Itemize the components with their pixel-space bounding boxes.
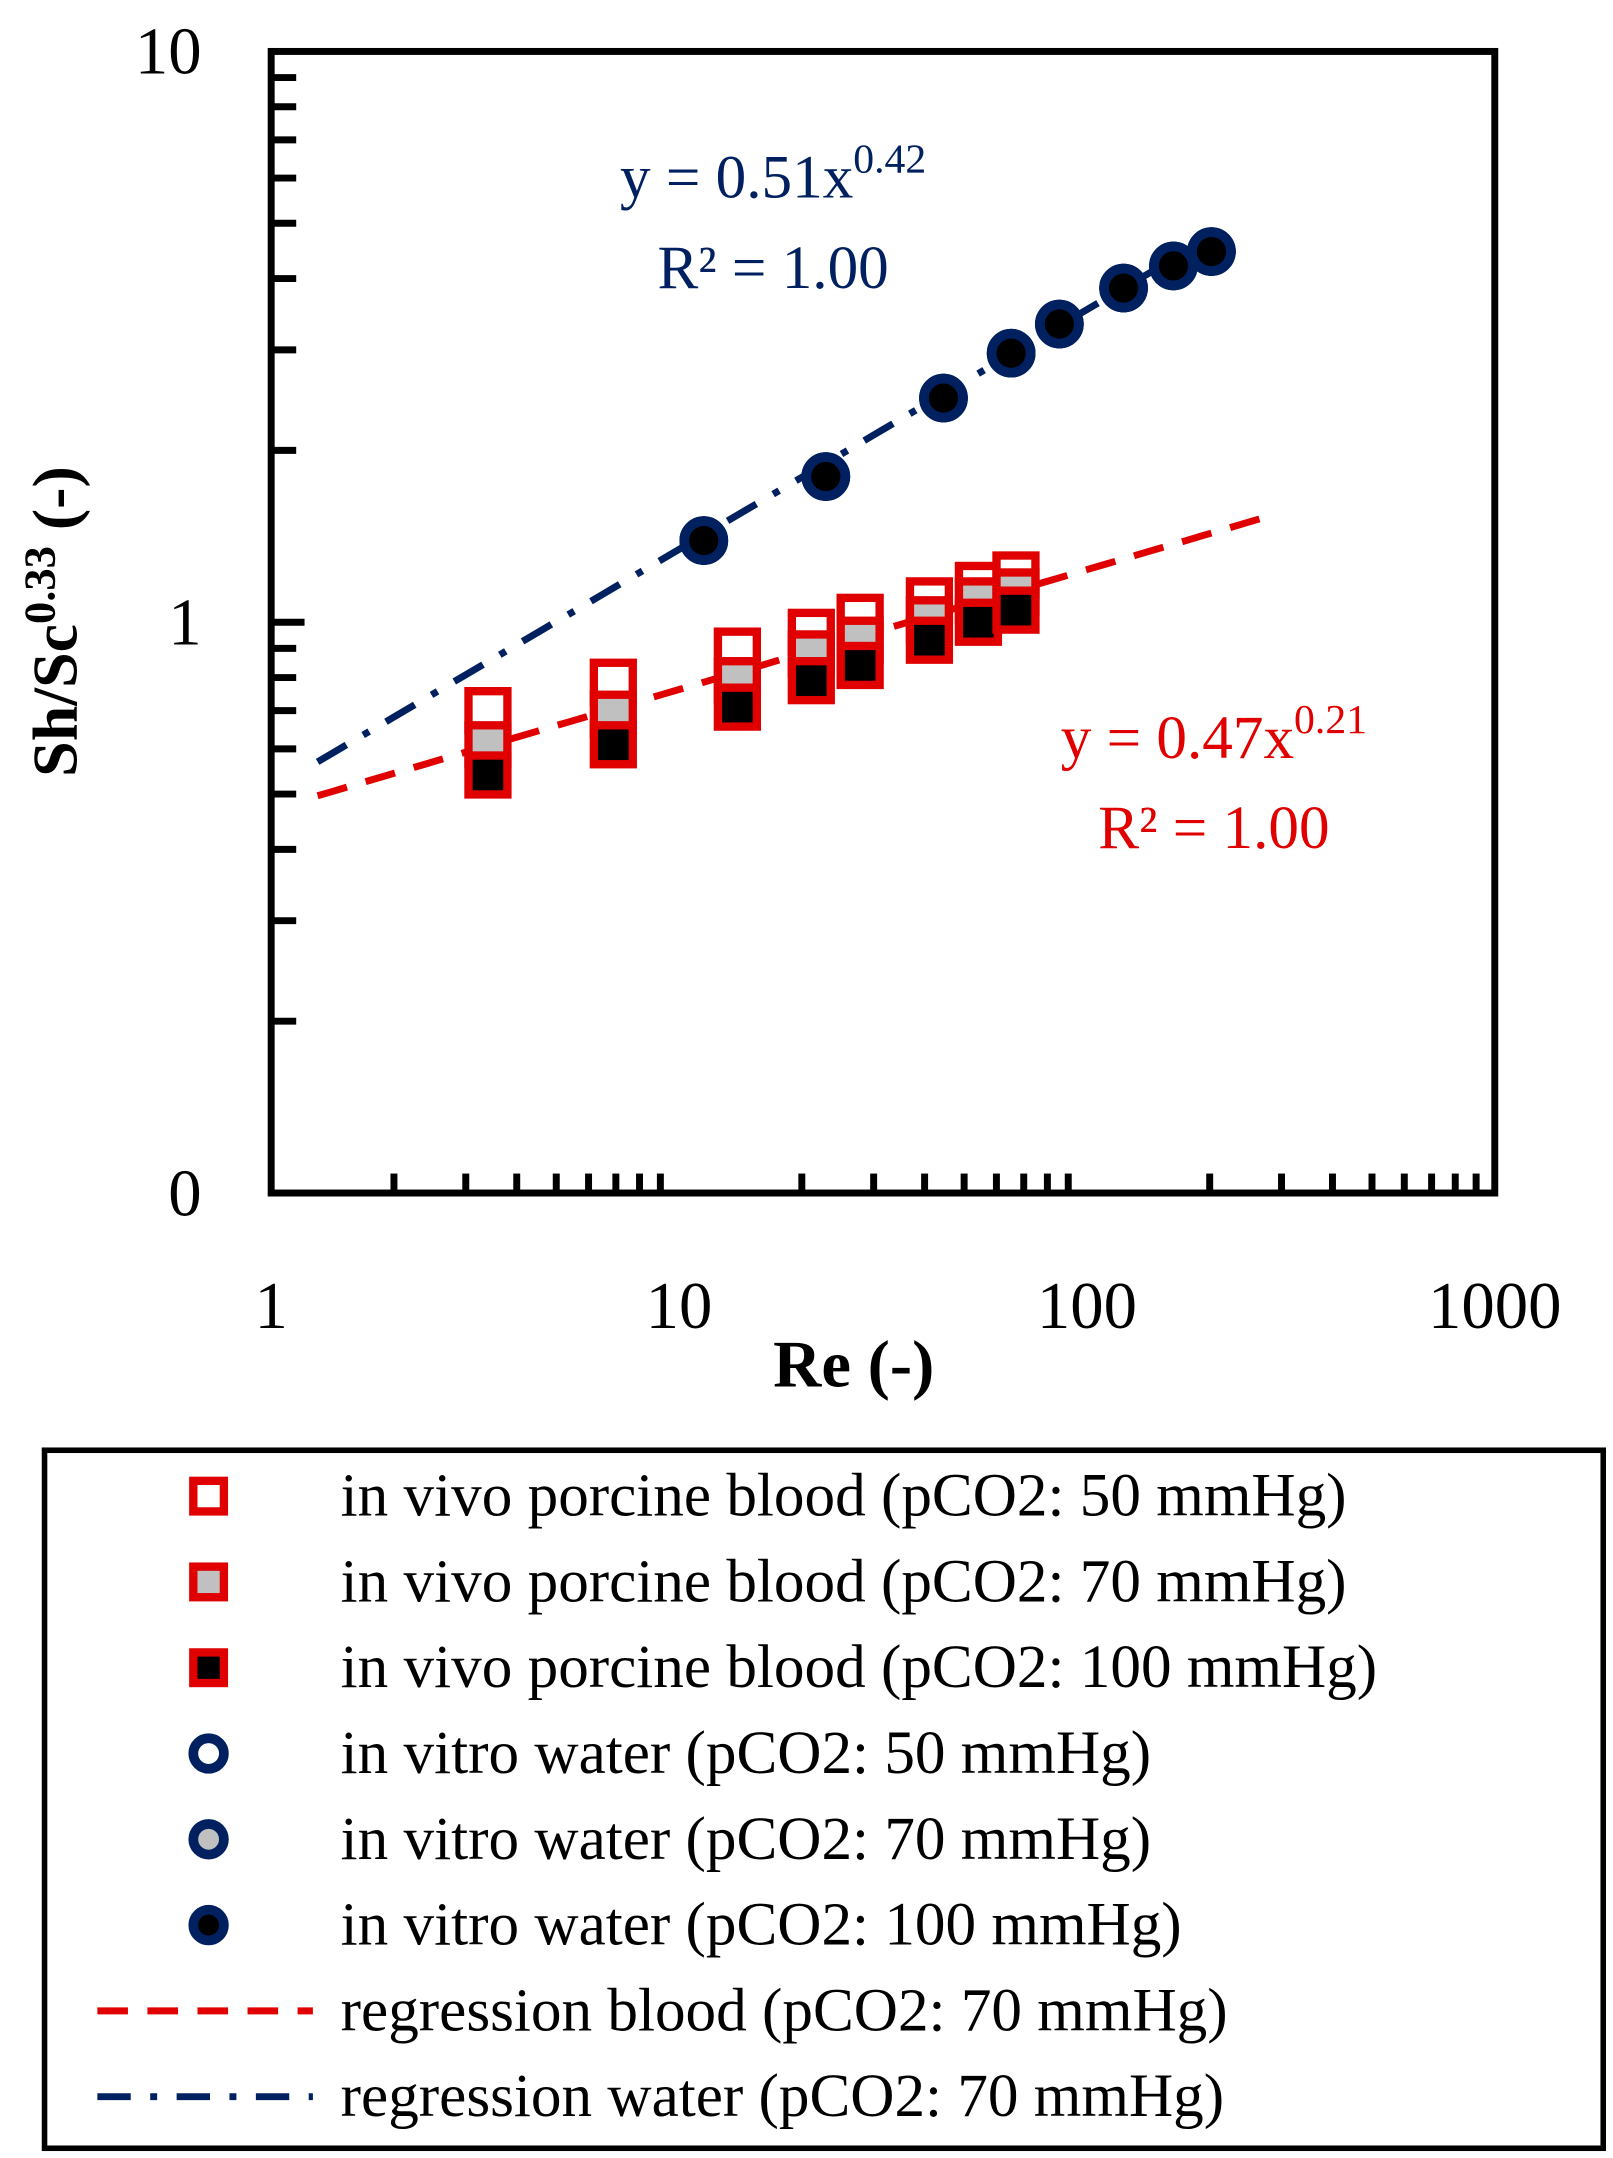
legend-label: in vivo porcine blood (pCO2: 50 mmHg)	[341, 1462, 1347, 1530]
axis-ticks	[271, 74, 1480, 1194]
data-point	[986, 328, 1036, 378]
legend-marker	[188, 1733, 229, 1774]
legend-marker	[188, 1819, 229, 1860]
x-axis-label: Re (-)	[773, 1328, 934, 1401]
data-point	[992, 586, 1040, 634]
data-point	[1035, 299, 1084, 349]
legend-marker	[189, 1648, 229, 1688]
data-point	[836, 641, 884, 690]
legend-box	[41, 1447, 1607, 2152]
data-point	[1187, 227, 1236, 276]
data-point	[464, 751, 512, 799]
data-point	[954, 598, 1003, 646]
y-tick-label: 10	[135, 16, 202, 89]
data-point	[905, 616, 954, 664]
x-tick-label: 1000	[1428, 1270, 1561, 1343]
plot-marks	[315, 227, 1264, 800]
data-point	[679, 516, 729, 565]
data-point	[801, 452, 851, 501]
legend-label: in vitro water (pCO2: 100 mmHg)	[341, 1891, 1182, 1959]
legend-marker	[189, 1476, 229, 1516]
water-r2: R² = 1.00	[657, 234, 888, 302]
water-equation: y = 0.51x0.42	[620, 136, 926, 211]
legend-label: in vivo porcine blood (pCO2: 70 mmHg)	[341, 1547, 1347, 1615]
legend-marker	[189, 1562, 229, 1602]
legend: in vivo porcine blood (pCO2: 50 mmHg) in …	[97, 1462, 1377, 2130]
x-tick-label: 10	[646, 1270, 713, 1343]
y-axis-label: Sh/Sc0.33 (-)	[14, 466, 90, 777]
data-point	[919, 373, 968, 423]
legend-label: in vivo porcine blood (pCO2: 100 mmHg)	[341, 1633, 1377, 1701]
data-point	[787, 657, 835, 705]
y-tick-label: 0	[168, 1157, 201, 1230]
data-point	[1099, 263, 1148, 313]
x-tick-label: 100	[1037, 1270, 1137, 1343]
data-point	[713, 683, 762, 731]
regression-line	[315, 234, 1212, 765]
legend-label: in vitro water (pCO2: 70 mmHg)	[341, 1805, 1151, 1873]
legend-marker	[188, 1904, 229, 1946]
blood-r2: R² = 1.00	[1098, 794, 1329, 862]
data-point	[589, 721, 637, 769]
data-point	[1149, 241, 1198, 291]
legend-label: in vitro water (pCO2: 50 mmHg)	[341, 1719, 1151, 1787]
x-tick-label: 1	[254, 1270, 287, 1343]
legend-label: regression water (pCO2: 70 mmHg)	[341, 2062, 1224, 2130]
blood-equation: y = 0.47x0.21	[1061, 697, 1367, 772]
y-tick-label: 1	[168, 586, 201, 659]
legend-label: regression blood (pCO2: 70 mmHg)	[341, 1976, 1228, 2044]
